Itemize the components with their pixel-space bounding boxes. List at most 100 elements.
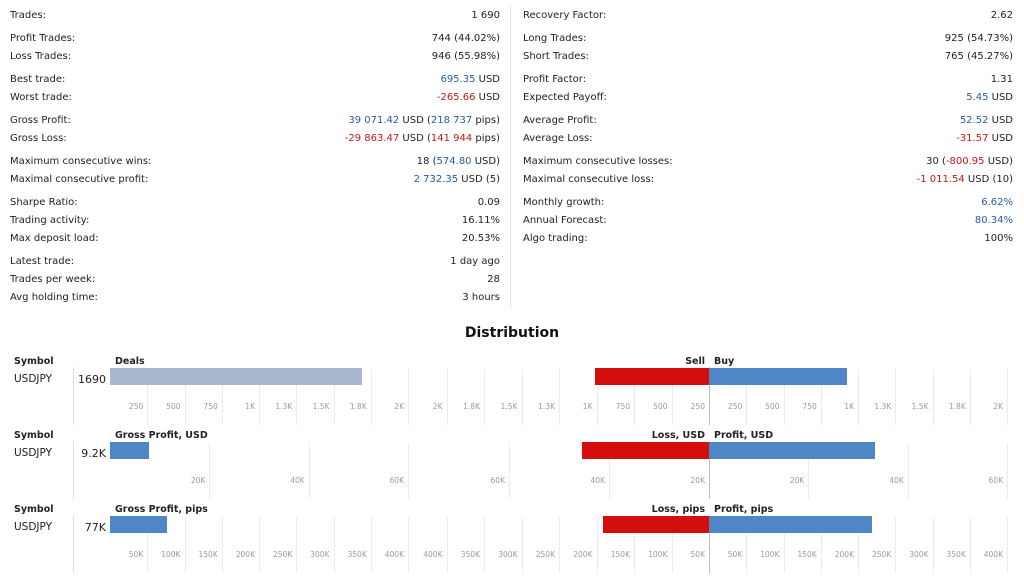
stat-label: Expected Payoff:: [523, 92, 607, 103]
row-divider: [73, 441, 74, 499]
stat-row: Annual Forecast: 80.34%: [523, 213, 1013, 229]
mid-chart-header: Sell: [685, 356, 705, 367]
distribution-section: Symbol Gross Profit, USD Loss, USD Profit, …: [0, 429, 1024, 501]
tick-label-mid: 50K: [690, 550, 705, 559]
tick-label-left: 1.3K: [275, 402, 293, 411]
grid-line: [408, 369, 409, 425]
tick-label-right: 40K: [889, 476, 904, 485]
stat-value: 1.31: [990, 74, 1013, 85]
stat-label: Sharpe Ratio:: [10, 197, 78, 208]
tick-label-mid: 1.8K: [463, 402, 480, 411]
mid-chart-header: Loss, USD: [651, 430, 705, 441]
grid-line: [634, 517, 635, 573]
stat-value-part: USD: [988, 115, 1013, 126]
tick-label-right: 50K: [727, 550, 743, 559]
stat-row: Profit Trades: 744 (44.02%): [10, 31, 500, 47]
grid-line: [784, 517, 785, 573]
tick-label-mid: 1.3K: [538, 402, 555, 411]
grid-line: [933, 369, 934, 425]
grid-line: [933, 517, 934, 573]
stat-row: Algo trading: 100%: [523, 231, 1013, 247]
left-chart-header: Gross Profit, pips: [115, 504, 208, 515]
grid-line: [858, 369, 859, 425]
buy-bar: [709, 368, 847, 385]
grid-line: [559, 369, 560, 425]
stat-label: Average Loss:: [523, 133, 593, 144]
grid-line: [484, 369, 485, 425]
sell-bar: [595, 368, 709, 385]
grid-line: [559, 517, 560, 573]
row-divider: [73, 367, 74, 425]
tick-label-mid: 150K: [610, 550, 630, 559]
grid-line: [746, 369, 747, 425]
symbol-header: Symbol: [14, 356, 54, 367]
stat-label: Profit Trades:: [10, 33, 76, 44]
tick-label-right: 1.8K: [948, 402, 966, 411]
tick-label-right: 1.3K: [874, 402, 892, 411]
stat-row: Long Trades: 925 (54.73%): [523, 31, 1013, 47]
tick-label-left: 750: [203, 402, 218, 411]
stat-label: Algo trading:: [523, 233, 588, 244]
tick-label-left: 50K: [128, 550, 144, 559]
stat-row: Recovery Factor: 2.62: [523, 8, 1013, 24]
grid-line: [522, 369, 523, 425]
grid-line: [597, 369, 598, 425]
stat-value: -265.66 USD: [437, 90, 500, 106]
grid-line: [209, 443, 210, 499]
stat-value-part: 18 (: [416, 156, 437, 167]
tick-label-right: 750: [802, 402, 817, 411]
stat-value-positive: 39 071.42: [348, 115, 400, 126]
stat-value: 2 732.35 USD (5): [414, 172, 500, 188]
center-axis: [709, 367, 710, 425]
stat-row: Expected Payoff: 5.45 USD: [523, 90, 1013, 106]
stat-label: Trades:: [10, 10, 46, 21]
stat-value-positive: 80.34%: [974, 215, 1013, 226]
left-chart-header: Gross Profit, USD: [115, 430, 208, 441]
distribution-section: Symbol Gross Profit, pips Loss, pips Profit…: [0, 503, 1024, 575]
stat-value: 3 hours: [462, 292, 500, 303]
stat-label: Loss Trades:: [10, 51, 72, 62]
tick-label-right: 250: [727, 402, 743, 411]
grid-line: [597, 517, 598, 573]
tick-label-left: 1K: [245, 402, 255, 411]
symbol-name[interactable]: USDJPY: [14, 373, 53, 385]
tick-label-mid: 300K: [498, 550, 518, 559]
tick-label-right: 1.5K: [911, 402, 929, 411]
stat-value: 30 (-800.95 USD): [926, 154, 1013, 170]
stat-value: -1 011.54 USD (10): [917, 172, 1013, 188]
stat-value: 18 (574.80 USD): [417, 154, 500, 170]
stat-row: Best trade: 695.35 USD: [10, 72, 500, 88]
stat-value-positive: 52.52: [959, 115, 989, 126]
stat-label: Monthly growth:: [523, 197, 605, 208]
grid-line: [296, 517, 297, 573]
grid-line: [484, 517, 485, 573]
tick-label-right: 300K: [909, 550, 929, 559]
tick-label-left: 40K: [290, 476, 305, 485]
stat-value: -31.57 USD: [956, 131, 1013, 147]
grid-line: [672, 517, 673, 573]
grid-line: [334, 369, 335, 425]
stat-value-part: USD (5): [458, 174, 500, 185]
stat-row: Sharpe Ratio: 0.09: [10, 195, 500, 211]
tick-label-mid: 2K: [432, 402, 443, 411]
grid-line: [447, 517, 448, 573]
tick-label-mid: 250: [690, 402, 705, 411]
tick-label-left: 300K: [310, 550, 330, 559]
grid-line: [309, 443, 310, 499]
grid-line: [1007, 517, 1008, 573]
tick-label-mid: 250K: [535, 550, 555, 559]
stat-label: Maximum consecutive losses:: [523, 156, 673, 167]
stat-row: Loss Trades: 946 (55.98%): [10, 49, 500, 65]
center-axis: [709, 441, 710, 499]
symbol-name[interactable]: USDJPY: [14, 447, 53, 459]
tick-label-left: 250: [128, 402, 144, 411]
stat-row: Trades: 1 690: [10, 8, 500, 24]
tick-label-right: 20K: [789, 476, 805, 485]
center-axis: [709, 515, 710, 573]
grid-line: [147, 369, 148, 425]
stat-value: 16.11%: [461, 215, 500, 226]
stat-value-negative: -265.66: [436, 92, 476, 103]
symbol-name[interactable]: USDJPY: [14, 521, 53, 533]
grid-line: [522, 517, 523, 573]
stat-value-part: USD: [988, 133, 1013, 144]
